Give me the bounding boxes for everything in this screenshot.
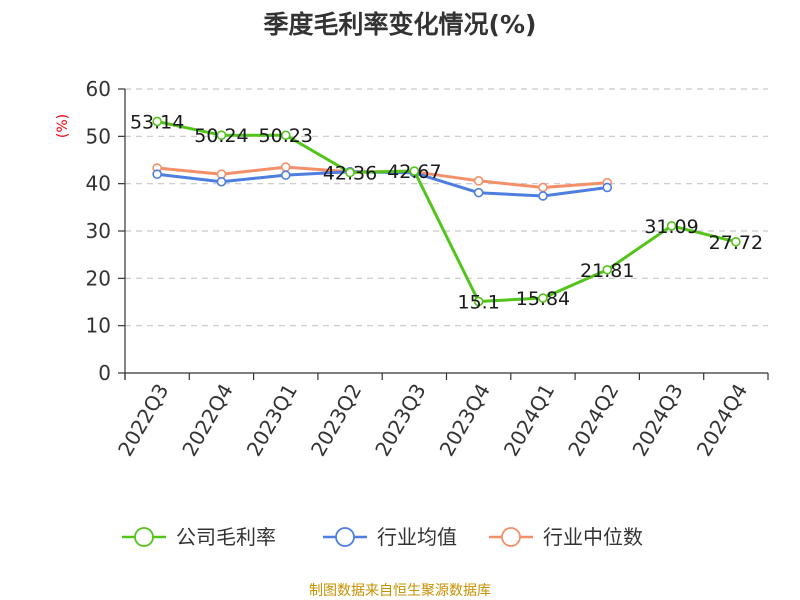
data-label: 42.67 [387, 161, 441, 183]
series-point-2[interactable] [538, 182, 548, 193]
data-label: 50.24 [194, 125, 248, 147]
series-point-0[interactable] [280, 130, 291, 141]
series-point-0[interactable] [345, 167, 355, 178]
chart-title: 季度毛利率变化情况(%) [264, 10, 537, 39]
data-labels: 53.14 50.24 50.23 42.36 42.67 15.1 15.84 21.81 3… [130, 111, 763, 313]
y-ticks: 0 10 20 30 40 50 60 [86, 77, 125, 385]
data-label: 42.36 [323, 162, 377, 184]
y-tick-label: 40 [86, 172, 111, 196]
legend-item-2[interactable]: 行业中位数 [489, 525, 643, 549]
series-point-1[interactable] [152, 169, 162, 179]
x-ticks: 2022Q3 2022Q4 2023Q1 2023Q2 2023Q3 2023Q4 2024… [113, 373, 769, 461]
series-layer [152, 116, 741, 307]
y-tick-label: 10 [86, 314, 111, 338]
data-label: 21.81 [580, 260, 634, 282]
legend-item-0[interactable]: 公司毛利率 [122, 525, 276, 549]
data-label: 27.72 [709, 232, 763, 254]
y-tick-label: 60 [86, 77, 111, 101]
y-tick-label: 30 [86, 219, 111, 243]
data-label: 50.23 [259, 125, 313, 147]
source-note: 制图数据来自恒生聚源数据库 [309, 583, 491, 599]
legend-label: 公司毛利率 [176, 525, 276, 549]
series-point-1[interactable] [538, 191, 548, 201]
x-tick-label: 2023Q1 [242, 380, 302, 461]
x-tick-label: 2024Q1 [499, 380, 559, 461]
legend-swatch-marker [335, 527, 355, 547]
x-tick-label: 2023Q3 [370, 380, 430, 461]
series-point-0[interactable] [731, 236, 741, 247]
series-point-0[interactable] [666, 221, 677, 231]
series-point-0[interactable] [473, 296, 484, 307]
x-tick-label: 2024Q2 [563, 380, 623, 461]
legend-item-1[interactable]: 行业均值 [323, 525, 457, 549]
series-point-0[interactable] [409, 166, 420, 176]
y-tick-label: 0 [98, 361, 111, 385]
series-point-0[interactable] [538, 293, 548, 303]
x-tick-label: 2022Q3 [113, 380, 173, 461]
data-label: 15.1 [457, 292, 499, 314]
series-line-0 [156, 120, 737, 303]
series-point-1[interactable] [473, 187, 484, 198]
y-axis-label: (%) [55, 114, 71, 138]
y-tick-label: 20 [86, 266, 111, 290]
series-point-0[interactable] [152, 116, 162, 127]
legend[interactable]: 公司毛利率 行业均值 行业中位数 [122, 525, 643, 549]
x-tick-label: 2024Q4 [692, 380, 752, 461]
data-label: 53.14 [130, 111, 184, 133]
y-tick-label: 50 [86, 124, 111, 148]
legend-label: 行业中位数 [543, 525, 643, 549]
data-label: 15.84 [516, 288, 570, 310]
x-tick-label: 2024Q3 [627, 380, 687, 461]
series-point-1[interactable] [280, 170, 291, 180]
series-point-0[interactable] [602, 264, 613, 275]
legend-swatch-marker [501, 527, 521, 547]
x-tick-label: 2023Q4 [435, 380, 495, 461]
legend-label: 行业均值 [377, 525, 457, 549]
x-tick-label: 2023Q2 [306, 380, 366, 461]
series-point-1[interactable] [602, 182, 613, 193]
series-point-2[interactable] [280, 162, 291, 172]
x-tick-label: 2022Q4 [177, 380, 237, 461]
data-label: 31.09 [644, 216, 698, 238]
legend-swatch-marker [134, 527, 154, 547]
series-point-2[interactable] [473, 176, 484, 186]
series-point-1[interactable] [216, 176, 227, 187]
series-point-0[interactable] [216, 130, 227, 140]
